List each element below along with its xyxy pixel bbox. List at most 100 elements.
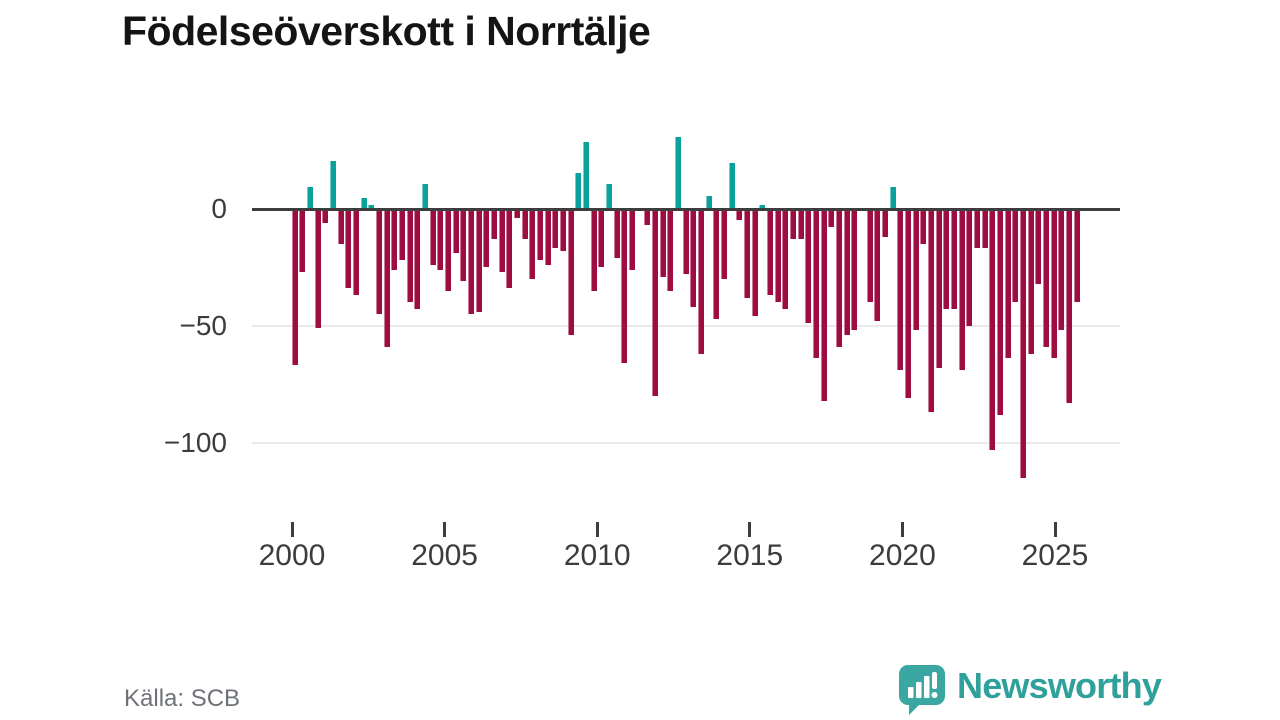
x-axis-label-2005: 2005 xyxy=(411,539,478,572)
bar xyxy=(904,211,911,399)
x-axis-tick-2020 xyxy=(900,522,904,537)
bar xyxy=(529,211,536,279)
bar xyxy=(1042,211,1049,347)
bar xyxy=(996,211,1003,415)
bar xyxy=(391,211,398,270)
bar xyxy=(399,211,406,261)
bar xyxy=(575,172,582,210)
bar xyxy=(629,211,635,270)
bar xyxy=(789,211,796,240)
bar xyxy=(889,186,896,210)
bar xyxy=(843,211,850,336)
bar xyxy=(644,211,651,226)
bar xyxy=(943,211,950,310)
bar xyxy=(1065,211,1072,403)
bar xyxy=(514,211,520,219)
x-axis-tick-2010 xyxy=(595,522,599,537)
bar xyxy=(743,211,750,298)
bar xyxy=(981,211,988,249)
y-axis-label--50: −50 xyxy=(179,310,228,341)
x-axis-tick-2005 xyxy=(443,522,447,537)
x-axis-label-2010: 2010 xyxy=(563,539,631,572)
bar xyxy=(720,211,727,279)
bar xyxy=(590,211,597,291)
bar xyxy=(1050,211,1057,359)
bar xyxy=(345,211,352,289)
bar xyxy=(322,211,329,223)
bar xyxy=(422,184,429,210)
bar xyxy=(958,211,965,371)
bar xyxy=(506,211,513,289)
gridline-y--100 xyxy=(252,442,1120,444)
bar xyxy=(1019,211,1026,478)
bar xyxy=(1012,211,1019,303)
bar xyxy=(560,211,566,251)
bar xyxy=(1073,211,1080,303)
bar xyxy=(935,211,942,368)
bar xyxy=(697,211,704,354)
bar xyxy=(299,211,306,272)
bar xyxy=(475,211,482,312)
bar xyxy=(736,211,743,221)
bar xyxy=(330,160,337,210)
bar xyxy=(460,211,467,282)
bar xyxy=(567,211,574,336)
bar xyxy=(521,211,528,240)
y-axis-label-0: 0 xyxy=(211,193,227,224)
gridline-y--50 xyxy=(252,325,1120,327)
zero-axis-line xyxy=(252,208,1120,211)
bar xyxy=(314,211,321,328)
bar xyxy=(652,211,658,396)
bar xyxy=(920,211,927,244)
bar xyxy=(437,211,444,270)
bar xyxy=(606,184,612,210)
bar xyxy=(728,163,735,210)
chart-title: Födelseöverskott i Norrtälje xyxy=(122,8,651,54)
bar xyxy=(429,211,436,265)
bar xyxy=(353,211,360,296)
x-axis-tick-2015 xyxy=(748,522,752,537)
x-axis-tick-2025 xyxy=(1053,522,1057,537)
x-axis-label-2015: 2015 xyxy=(716,539,784,572)
newsworthy-logo: Newsworthy xyxy=(897,663,1162,715)
bar xyxy=(360,198,367,210)
bar xyxy=(667,211,674,291)
bar xyxy=(820,211,827,401)
bar xyxy=(682,211,689,275)
bar xyxy=(797,211,804,240)
bar xyxy=(774,211,781,303)
source-label: Källa: SCB xyxy=(124,685,241,712)
bar xyxy=(383,211,390,347)
bar xyxy=(828,211,835,228)
bar xyxy=(1004,211,1011,359)
bar xyxy=(337,211,344,244)
bar xyxy=(1058,211,1065,331)
bar xyxy=(613,211,620,258)
bar xyxy=(621,211,628,364)
bar xyxy=(897,211,904,371)
newsworthy-wordmark: Newsworthy xyxy=(957,665,1162,706)
bar xyxy=(690,211,697,307)
bar xyxy=(812,211,819,359)
bar xyxy=(912,211,919,331)
bar xyxy=(483,211,490,268)
bar xyxy=(307,186,314,210)
bar xyxy=(751,211,758,317)
bar xyxy=(445,211,452,291)
bar xyxy=(927,211,934,413)
newsworthy-logo-icon xyxy=(899,665,945,715)
bar xyxy=(468,211,475,314)
bar xyxy=(598,211,605,268)
x-axis-tick-2000 xyxy=(290,522,294,537)
x-axis-label-2025: 2025 xyxy=(1021,539,1089,572)
bar xyxy=(713,211,720,319)
bar xyxy=(782,211,789,310)
bar xyxy=(376,211,383,314)
bar xyxy=(874,211,881,321)
bar xyxy=(705,195,712,210)
bar xyxy=(973,211,980,249)
bar xyxy=(851,211,858,331)
bar xyxy=(1027,211,1034,354)
bar xyxy=(989,211,996,450)
